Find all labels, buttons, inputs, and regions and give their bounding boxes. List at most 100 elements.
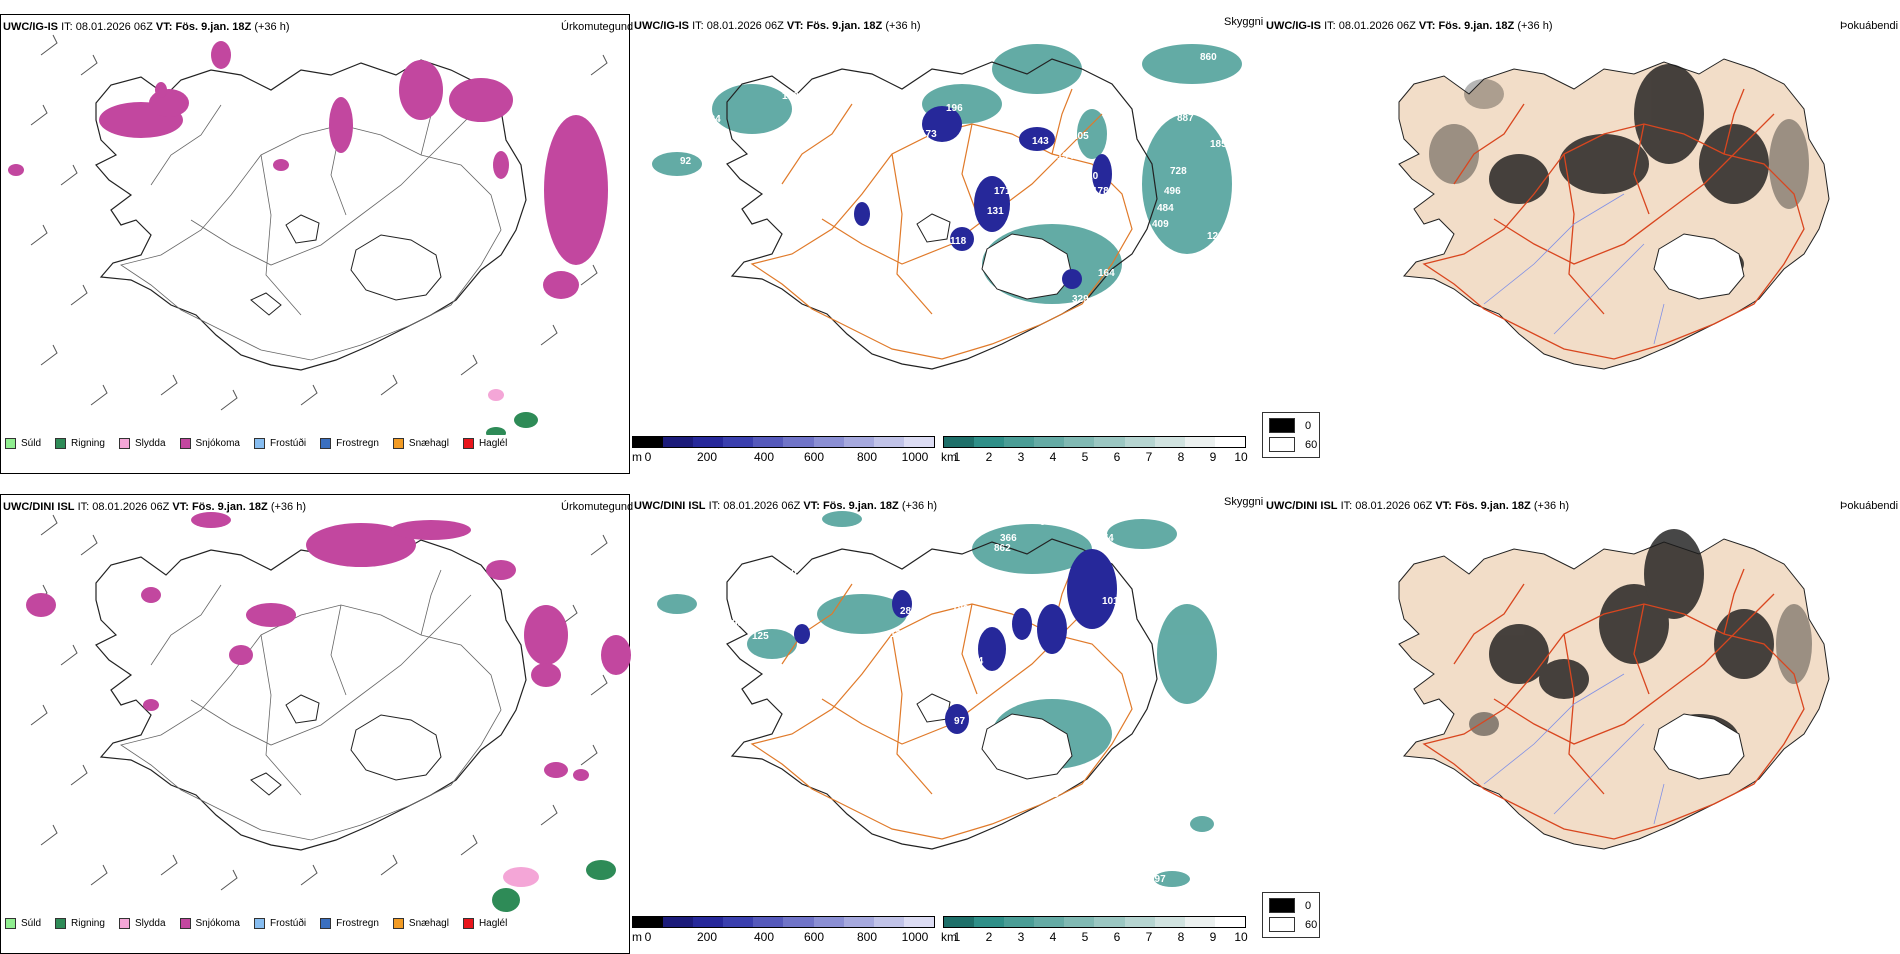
variable-label: Úrkomutegund [561,21,634,33]
ceiling-labels: 100 863 97 280 136 750 257 862 941 366 774 101… [666,517,1166,885]
svg-text:125: 125 [752,631,769,642]
legend-snaehagl: Snæhagl [392,438,449,449]
svg-text:863: 863 [666,614,683,625]
fog-legend-row2: 0 60 [1262,892,1320,938]
visibility-colorbar [943,436,1246,448]
variable-label: Skyggni [1224,496,1264,508]
svg-text:100: 100 [894,154,911,165]
panel-title: UWC/IG-IS IT: 08.01.2026 06Z VT: Fös. 9.… [3,21,290,33]
svg-text:100: 100 [782,91,799,102]
ceiling-unit: m [632,930,642,944]
svg-text:136: 136 [890,629,907,640]
ceiling-unit: m [632,450,642,464]
precip-type-map [8,34,608,435]
visibility-colorbar [943,916,1246,928]
svg-text:162: 162 [1044,761,1061,772]
svg-text:366: 366 [1000,533,1017,544]
fog-panel-row2: UWC/DINI ISL IT: 08.01.2026 06Z VT: Fös.… [1264,494,1900,954]
svg-text:287: 287 [1012,743,1029,754]
rain-areas [486,412,538,435]
fog-legend-row1: 0 60 [1262,412,1320,458]
svg-text:111: 111 [800,111,816,122]
svg-text:185: 185 [1210,139,1227,150]
svg-text:100: 100 [780,568,797,579]
svg-text:887: 887 [1177,113,1194,124]
svg-text:750: 750 [854,654,871,665]
ceiling-labels: 100 234 92 111 196 173 100 143 134 105 171 131… [680,52,1227,305]
svg-text:197: 197 [1149,874,1166,885]
variable-label: Þokuábendi [1840,20,1899,32]
svg-text:171: 171 [994,186,1011,197]
legend-frostregn: Frostregn [320,918,379,929]
sleet-area [503,867,539,887]
svg-text:164: 164 [1098,268,1115,279]
svg-text:280: 280 [900,606,917,617]
svg-text:95: 95 [732,618,744,629]
svg-text:774: 774 [1097,533,1114,544]
svg-text:257: 257 [928,590,945,601]
svg-text:860: 860 [1200,52,1217,63]
fog-panel-row1: UWC/IG-IS IT: 08.01.2026 06Z VT: Fös. 9.… [1264,14,1900,474]
legend-rigning: Rigning [55,438,105,449]
precip-legend: Súld Rigning Slydda Snjókoma Frostúði Fr… [5,438,507,449]
legend-suld: Súld [5,438,41,449]
variable-label: Skyggni [1224,16,1264,28]
legend-slydda: Slydda [118,438,166,449]
legend-rigning: Rigning [55,918,105,929]
svg-text:178: 178 [1092,186,1109,197]
svg-text:409: 409 [1152,219,1169,230]
snow-areas [26,512,631,781]
svg-text:496: 496 [1164,186,1181,197]
svg-text:97: 97 [954,716,966,727]
svg-text:134: 134 [1057,151,1074,162]
panel-title: UWC/DINI ISL IT: 08.01.2026 06Z VT: Fös.… [1266,500,1569,512]
legend-haglel: Haglél [462,438,507,449]
fog-map [1398,58,1830,370]
precip-legend: Súld Rigning Slydda Snjókoma Frostúði Fr… [5,918,507,929]
panel-title: UWC/IG-IS IT: 08.01.2026 06Z VT: Fös. 9.… [634,20,921,32]
svg-text:128: 128 [1207,231,1224,242]
visibility-map: 100 234 92 111 196 173 100 143 134 105 171 131… [652,44,1242,370]
low-ceiling-areas [854,106,1112,289]
svg-text:101: 101 [1102,596,1119,607]
legend-snjokoma: Snjókoma [179,918,240,929]
svg-text:131: 131 [987,206,1004,217]
svg-text:728: 728 [1170,166,1187,177]
svg-text:92: 92 [680,156,692,167]
ceiling-ticks: 0 200 400 600 800 1000 [644,450,929,464]
variable-label: Þokuábendi [1840,500,1899,512]
svg-text:941: 941 [1040,517,1057,528]
svg-text:143: 143 [1032,136,1049,147]
legend-slydda: Slydda [118,918,166,929]
sleet-area [488,389,504,401]
svg-text:118: 118 [950,236,967,247]
legend-frostregn: Frostregn [320,438,379,449]
ceiling-colorbar [632,436,935,448]
rivers [1483,673,1665,825]
svg-text:186: 186 [1050,186,1067,197]
svg-text:224: 224 [942,578,959,589]
svg-text:484: 484 [1157,203,1174,214]
svg-text:239: 239 [1032,278,1049,289]
legend-snaehagl: Snæhagl [392,918,449,929]
visibility-panel-row2: UWC/DINI ISL IT: 08.01.2026 06Z VT: Fös.… [632,494,1264,954]
fog-areas [1429,64,1809,284]
precip-panel-row1: UWC/IG-IS IT: 08.01.2026 06Z VT: Fös. 9.… [0,14,634,474]
svg-text:118: 118 [707,638,724,649]
svg-text:329: 329 [1072,294,1089,305]
svg-text:862: 862 [994,543,1011,554]
svg-text:173: 173 [920,129,937,140]
panel-title: UWC/DINI ISL IT: 08.01.2026 06Z VT: Fös.… [634,500,937,512]
snow-areas [8,41,608,299]
precip-panel-row2: UWC/DINI ISL IT: 08.01.2026 06Z VT: Fös.… [0,494,633,954]
svg-text:97: 97 [762,593,774,604]
legend-haglel: Haglél [462,918,507,929]
visibility-map: 100 863 97 280 136 750 257 862 941 366 774 101… [657,511,1217,887]
low-ceiling-areas [794,549,1117,734]
svg-text:110: 110 [1082,171,1099,182]
svg-text:890: 890 [1082,53,1099,64]
ceiling-colorbar [632,916,935,928]
visibility-panel-row1: UWC/IG-IS IT: 08.01.2026 06Z VT: Fös. 9.… [632,14,1264,474]
